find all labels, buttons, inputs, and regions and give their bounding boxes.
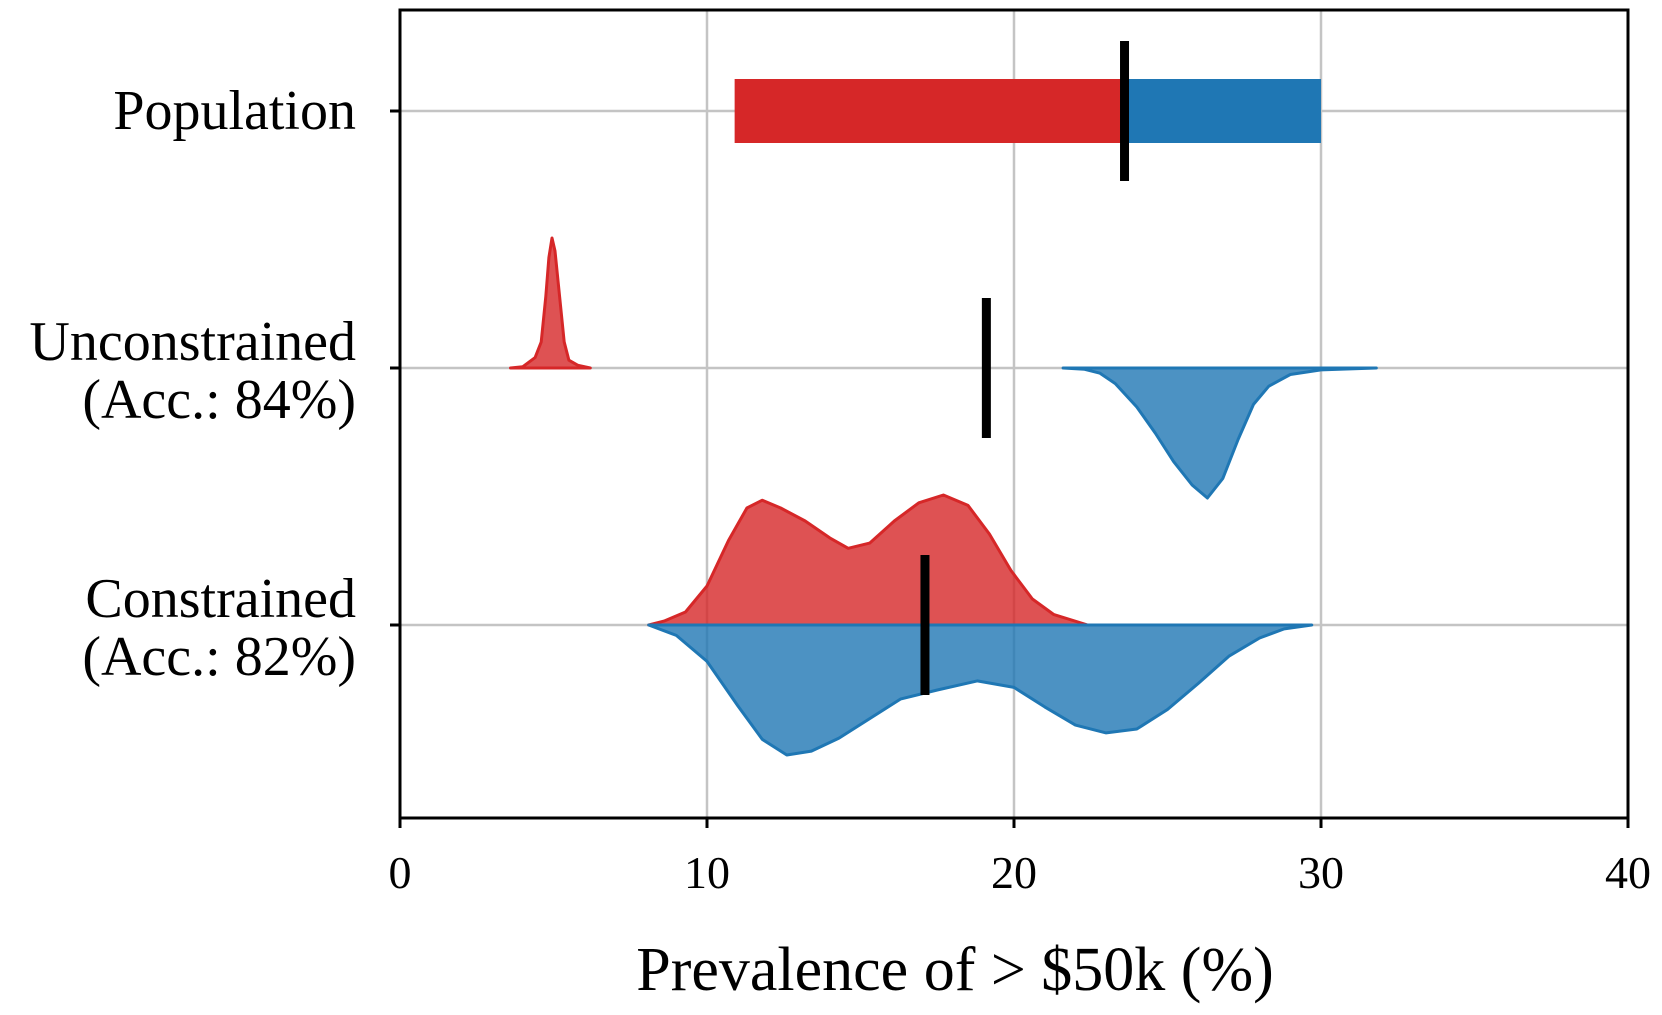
x-tick-label-0: 0 [389,847,412,898]
unconstrained-violin-group-b [1061,366,1378,500]
category-label-line: Constrained [85,568,356,630]
population-bar-group-a [734,79,1125,143]
category-label-row-1: Population [113,80,356,142]
x-tick-label-20: 20 [991,847,1037,898]
x-tick-label-10: 10 [684,847,730,898]
population-bar-group-b [1124,79,1321,143]
constrained-violin-group-b [647,623,1314,757]
data-layer [509,79,1378,757]
category-label-row-2: Unconstrained (Acc.: 84%) [29,311,356,431]
x-axis-title: Prevalence of > $50k (%) [636,936,1274,1004]
unconstrained-violin-group-a [509,236,592,370]
overall-marker-layer [920,41,1130,695]
category-label-line: (Acc.: 82%) [82,626,356,688]
category-label-line: Unconstrained [29,311,356,373]
category-label-line: Population [113,80,356,142]
x-tick-label-30: 30 [1298,847,1344,898]
x-tick-label-40: 40 [1605,847,1651,898]
axis-layer: Population Unconstrained (Acc.: 84%) Constr… [29,8,1651,898]
constrained-violin-group-a [647,493,1090,627]
category-label-row-3: Constrained (Acc.: 82%) [82,568,356,688]
category-label-line: (Acc.: 84%) [82,369,356,431]
